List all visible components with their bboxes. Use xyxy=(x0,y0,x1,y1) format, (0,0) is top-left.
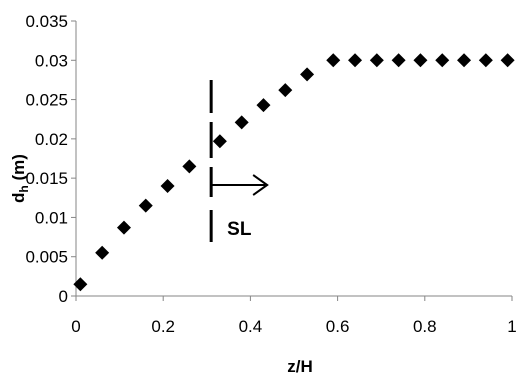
data-point xyxy=(457,53,472,68)
data-point xyxy=(95,245,110,260)
y-tick-label: 0.03 xyxy=(35,51,68,70)
arrow-right-icon xyxy=(211,174,269,196)
y-tick-label: 0.005 xyxy=(25,248,68,267)
data-point xyxy=(212,134,227,149)
data-point xyxy=(326,53,341,68)
data-point xyxy=(73,277,88,292)
x-tick-label: 0.6 xyxy=(326,317,350,336)
x-tick-label: 0 xyxy=(71,317,80,336)
data-point xyxy=(391,53,406,68)
data-point xyxy=(413,53,428,68)
data-point xyxy=(435,53,450,68)
y-ticks: 0 0.005 0.01 0.015 0.02 0.025 0.03 0.035 xyxy=(25,12,76,306)
arrow-head xyxy=(252,174,269,196)
data-markers xyxy=(73,53,515,292)
data-point xyxy=(300,67,315,82)
data-point xyxy=(369,53,384,68)
y-axis-title: dh (m) xyxy=(9,154,31,203)
y-tick-label: 0.02 xyxy=(35,130,68,149)
y-axis-title-unit: (m) xyxy=(9,154,28,185)
data-point xyxy=(116,220,131,235)
data-point xyxy=(278,83,293,98)
y-tick-label: 0.035 xyxy=(25,12,68,31)
y-axis-title-subscript: h xyxy=(17,185,31,192)
y-tick-label: 0.015 xyxy=(25,169,68,188)
x-tick-label: 0.4 xyxy=(239,317,263,336)
x-axis-title: z/H xyxy=(287,357,313,376)
data-point xyxy=(138,198,153,213)
x-tick-label: 0.2 xyxy=(151,317,175,336)
data-point xyxy=(478,53,493,68)
y-tick-label: 0 xyxy=(59,287,68,306)
x-tick-label: 1 xyxy=(507,317,516,336)
data-point xyxy=(234,115,249,130)
x-tick-label: 0.8 xyxy=(413,317,437,336)
annotation-label: SL xyxy=(227,219,252,240)
x-ticks: 0 0.2 0.4 0.6 0.8 1 xyxy=(71,296,517,336)
data-point xyxy=(182,159,197,174)
y-tick-label: 0.025 xyxy=(25,91,68,110)
data-point xyxy=(500,53,515,68)
y-tick-label: 0.01 xyxy=(35,208,68,227)
data-point xyxy=(256,98,271,113)
y-axis-title-symbol: d xyxy=(9,193,28,203)
data-point xyxy=(160,179,175,193)
data-point xyxy=(348,53,363,68)
axes: 0 0.005 0.01 0.015 0.02 0.025 0.03 0.035 0 0.2 0.… xyxy=(25,12,516,336)
